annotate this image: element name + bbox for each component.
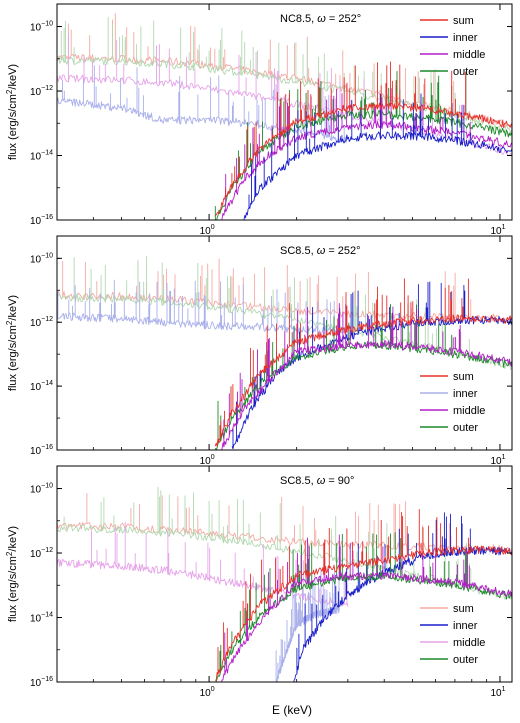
y-tick-label: 10−16 xyxy=(30,214,53,227)
series-hard-sum xyxy=(214,278,512,447)
series-soft-middle xyxy=(57,521,349,608)
legend-label-outer: outer xyxy=(453,66,478,78)
axes-frame xyxy=(56,465,513,683)
series-hard-outer xyxy=(215,532,512,682)
series-hard-sum xyxy=(214,508,512,682)
legend-label-sum: sum xyxy=(453,371,474,383)
axes-frame xyxy=(56,235,513,451)
legend-label-outer: outer xyxy=(453,654,478,666)
y-tick-label: 10−12 xyxy=(30,316,53,329)
y-tick-label: 10−14 xyxy=(30,150,53,163)
legend-label-middle: middle xyxy=(453,637,485,649)
y-axis-label: flux (erg/s/cm2/keV) xyxy=(5,295,19,391)
series-soft-sum xyxy=(57,493,512,554)
x-tick-label: 100 xyxy=(200,686,215,699)
y-tick-label: 10−10 xyxy=(30,252,53,265)
legend: sum inner middle outer xyxy=(420,603,485,666)
series-hard-middle xyxy=(221,87,512,220)
y-tick-label: 10−12 xyxy=(30,547,53,560)
panel-title: NC8.5, ω = 252° xyxy=(280,13,361,25)
series-soft-inner xyxy=(57,65,349,144)
legend-label-inner: inner xyxy=(453,32,478,44)
y-tick-label: 10−10 xyxy=(30,21,53,34)
y-axis-label: flux (erg/s/cm2/keV) xyxy=(5,526,19,622)
panel-title: SC8.5, ω = 90° xyxy=(280,475,354,487)
legend: sum inner middle outer xyxy=(420,15,485,78)
y-axis-label: flux (erg/s/cm2/keV) xyxy=(5,64,19,160)
legend-label-middle: middle xyxy=(453,49,485,61)
x-tick-label: 100 xyxy=(200,224,215,237)
legend-label-middle: middle xyxy=(453,405,485,417)
plot-area xyxy=(57,486,512,682)
panel-title: SC8.5, ω = 252° xyxy=(280,245,361,257)
panel-sc85-252: 10−10 10−12 10−14 10−16 100 101 SC8.5, ω = 252… xyxy=(5,235,513,467)
series-hard-sum xyxy=(214,61,512,217)
legend-label-sum: sum xyxy=(453,15,474,27)
series-soft-outer xyxy=(57,256,512,370)
y-tick-label: 10−16 xyxy=(30,676,53,689)
series-hard-inner xyxy=(243,93,512,220)
y-tick-label: 10−10 xyxy=(30,483,53,496)
x-axis-label: E (keV) xyxy=(272,703,312,717)
series-hard-middle xyxy=(220,303,512,450)
legend-label-inner: inner xyxy=(453,388,478,400)
y-tick-label: 10−14 xyxy=(30,612,53,625)
legend-label-sum: sum xyxy=(453,603,474,615)
axes-frame xyxy=(56,3,513,221)
legend-label-outer: outer xyxy=(453,422,478,434)
x-tick-label: 100 xyxy=(200,454,215,467)
x-tick-label: 101 xyxy=(490,686,505,699)
legend-label-inner: inner xyxy=(453,620,478,632)
panel-nc85-252: 10−10 10−12 10−14 10−16 100 101 NC8.5, ω = 252… xyxy=(5,3,513,237)
x-tick-label: 101 xyxy=(490,224,505,237)
series-soft-sum xyxy=(57,258,512,323)
x-tick-label: 101 xyxy=(490,454,505,467)
y-tick-label: 10−12 xyxy=(30,85,53,98)
legend: sum inner middle outer xyxy=(420,371,485,434)
plot-area xyxy=(57,256,512,450)
series-hard-middle xyxy=(221,534,512,682)
y-tick-label: 10−14 xyxy=(30,380,53,393)
panel-sc85-90: 10−10 10−12 10−14 10−16 100 101 SC8.5, ω = 90°… xyxy=(5,465,513,699)
plot-area xyxy=(57,13,512,220)
y-tick-label: 10−16 xyxy=(30,444,53,457)
